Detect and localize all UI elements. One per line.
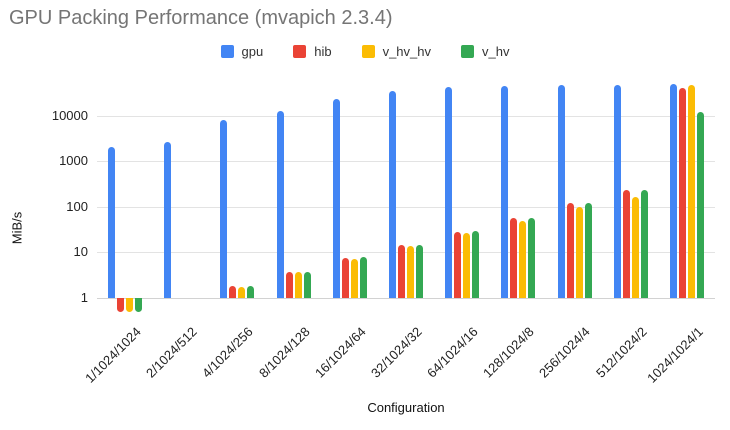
bar-gpu <box>669 83 677 298</box>
bar-hib <box>229 286 237 298</box>
legend-swatch-icon <box>361 45 375 58</box>
y-tick-label: 10 <box>73 244 88 260</box>
gridline <box>97 252 715 254</box>
x-tick-label: 16/1024/64 <box>311 324 369 381</box>
y-tick-label: 100 <box>66 198 88 214</box>
bar-v_hv_hv <box>519 220 527 298</box>
legend-label: gpu <box>241 44 264 59</box>
bar-hib <box>622 189 630 298</box>
legend: gpu hib v_hv_hv v_hv <box>0 44 730 59</box>
bar-gpu <box>164 141 172 298</box>
bar-hib <box>341 257 349 298</box>
bar-v_hv_hv <box>126 298 134 312</box>
bar-group <box>164 78 198 298</box>
plot-area <box>97 78 715 312</box>
bar-hib <box>398 245 405 298</box>
bar-hib <box>117 298 125 312</box>
bar-hib <box>454 232 462 298</box>
bar-group <box>501 78 536 298</box>
x-tick-label: 128/1024/8 <box>480 324 537 381</box>
bar-v_hv <box>359 257 367 298</box>
legend-label: hib <box>314 44 332 59</box>
bar-v_hv_hv <box>238 286 246 298</box>
bar-gpu <box>332 98 340 298</box>
gridline <box>97 161 715 163</box>
bar-v_hv <box>640 190 648 298</box>
bar-gpu <box>220 119 228 298</box>
bar-hib <box>285 271 293 298</box>
bar-gpu <box>389 91 396 298</box>
x-tick-label: 4/1024/256 <box>199 324 257 381</box>
bar-v_hv_hv <box>463 233 471 298</box>
bar-v_hv <box>584 202 592 298</box>
y-tick-label: 1 <box>80 290 88 305</box>
bar-v_hv <box>472 231 480 298</box>
bar-group <box>220 78 255 298</box>
y-tick-label: 1000 <box>59 153 88 169</box>
x-tick-label: 8/1024/128 <box>255 324 313 381</box>
bar-v_hv <box>528 218 536 298</box>
chart-title: GPU Packing Performance (mvapich 2.3.4) <box>9 7 393 29</box>
legend-item-gpu: gpu <box>220 44 264 59</box>
bar-v_hv <box>696 111 704 298</box>
bar-v_hv_hv <box>350 258 358 298</box>
legend-swatch-icon <box>461 45 474 58</box>
x-tick-label: 32/1024/32 <box>367 324 425 381</box>
bar-gpu <box>445 87 453 298</box>
bar-group <box>332 78 367 298</box>
gridline <box>97 206 715 208</box>
x-tick-label: 256/1024/4 <box>536 324 594 381</box>
bar-v_hv <box>303 271 311 298</box>
bar-group <box>445 78 480 298</box>
bar-v_hv_hv <box>687 84 695 298</box>
legend-swatch-icon <box>293 45 307 58</box>
bar-v_hv_hv <box>294 272 302 298</box>
legend-item-hib: hib <box>293 44 332 59</box>
legend-label: v_hv <box>482 44 510 59</box>
bar-gpu <box>501 85 509 298</box>
gridline <box>97 115 715 117</box>
bar-group <box>557 78 592 298</box>
bar-group <box>389 78 423 298</box>
bar-v_hv <box>135 298 143 312</box>
legend-label: v_hv_hv <box>382 44 431 59</box>
bar-hib <box>510 217 518 298</box>
x-tick-label: 64/1024/16 <box>424 324 481 381</box>
legend-item-v_hv: v_hv <box>461 44 509 59</box>
x-tick-label: 1/1024/1024 <box>81 324 144 386</box>
legend-swatch-icon <box>220 45 234 58</box>
x-axis-title: Configuration <box>367 400 445 415</box>
bar-gpu <box>276 110 284 298</box>
bar-gpu <box>557 85 565 298</box>
bar-v_hv_hv <box>407 246 414 298</box>
bar-group <box>613 78 648 298</box>
bar-v_hv <box>247 285 255 298</box>
x-tick-label: 2/1024/512 <box>143 324 200 381</box>
legend-item-v_hv_hv: v_hv_hv <box>361 44 431 59</box>
bar-v_hv_hv <box>575 206 583 298</box>
bar-gpu <box>108 146 116 298</box>
y-tick-label: 10000 <box>51 107 88 123</box>
bar-v_hv <box>416 244 423 298</box>
bar-group <box>276 78 311 298</box>
bar-hib <box>566 203 574 298</box>
bar-gpu <box>613 85 621 298</box>
gridline <box>97 298 715 299</box>
bar-hib <box>678 88 686 298</box>
x-tick-label: 1024/1024/1 <box>643 324 706 386</box>
bar-group <box>669 78 704 298</box>
y-axis-title: MiB/s <box>9 211 25 245</box>
bar-group <box>108 78 143 312</box>
bar-v_hv_hv <box>631 197 639 298</box>
x-tick-label: 512/1024/2 <box>592 324 650 381</box>
